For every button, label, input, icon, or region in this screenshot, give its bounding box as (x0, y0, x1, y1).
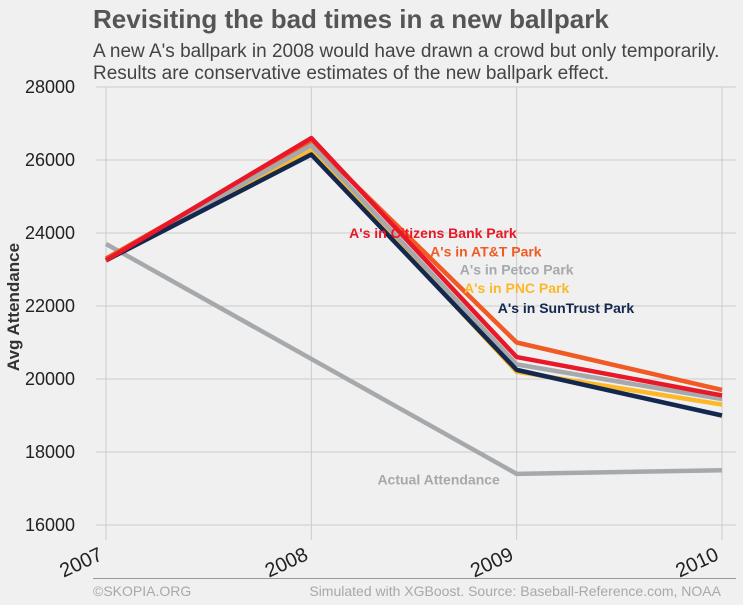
y-tick-label: 24000 (25, 223, 75, 243)
x-tick-label: 2010 (672, 544, 722, 578)
footer-divider (93, 578, 736, 579)
series-line-a-s-in-at-t-park (104, 139, 723, 393)
series-line-a-s-in-citizens-bank-park (104, 135, 723, 398)
series-line-a-s-in-petco-park (104, 143, 723, 402)
footer-credit: ©SKOPIA.ORG (93, 583, 192, 599)
subtitle-line-2: Results are conservative estimates of th… (93, 63, 610, 84)
x-axis-ticks: 2007 2008 2009 2010 (56, 544, 722, 578)
y-axis-ticks: 16000 18000 20000 22000 24000 26000 28000 (25, 77, 75, 535)
chart-subtitle: A new A's ballpark in 2008 would have dr… (93, 41, 719, 85)
chart-title: Revisiting the bad times in a new ballpa… (93, 4, 609, 34)
annotation-a-s-in-suntrust-park: A's in SunTrust Park (498, 300, 635, 316)
y-axis-label: Avg Attendance (4, 243, 23, 371)
annotation-a-s-in-pnc-park: A's in PNC Park (464, 280, 569, 296)
x-tick-label: 2007 (56, 544, 106, 578)
y-tick-label: 28000 (25, 77, 75, 97)
y-tick-label: 16000 (25, 515, 75, 535)
y-tick-label: 20000 (25, 369, 75, 389)
x-tick-label: 2009 (467, 544, 517, 578)
grid-lines (96, 86, 736, 540)
series-annotations: A's in Citizens Bank Park A's in AT&T Par… (349, 225, 634, 487)
x-tick-label: 2008 (262, 544, 312, 578)
annotation-actual-attendance: Actual Attendance (377, 471, 500, 487)
footer-source: Simulated with XGBoost. Source: Baseball… (309, 583, 721, 599)
subtitle-line-1: A new A's ballpark in 2008 would have dr… (93, 41, 720, 62)
y-tick-label: 18000 (25, 442, 75, 462)
line-chart: 16000 18000 20000 22000 24000 26000 28000 2007… (4, 77, 736, 578)
series-lines (104, 135, 723, 477)
annotation-a-s-in-at-t-park: A's in AT&T Park (430, 243, 542, 259)
y-tick-label: 22000 (25, 296, 75, 316)
annotation-a-s-in-petco-park: A's in Petco Park (460, 262, 574, 278)
y-tick-label: 26000 (25, 150, 75, 170)
series-line-actual-attendance (104, 241, 723, 477)
annotation-a-s-in-citizens-bank-park: A's in Citizens Bank Park (349, 225, 517, 241)
series-line-a-s-in-suntrust-park (104, 152, 723, 418)
